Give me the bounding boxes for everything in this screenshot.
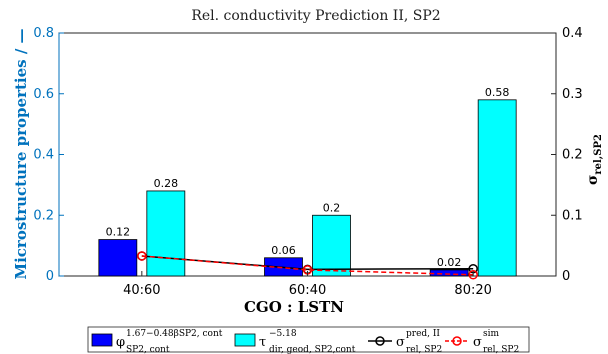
y-tick-label: 0.8 (33, 26, 54, 41)
legend-superscript: sim (483, 329, 499, 339)
y-tick-label: 0 (46, 269, 54, 284)
legend-subscript: rel, SP2 (406, 345, 442, 354)
legend: φ1.67−0.48βSP2, cont SP2, cont τ−5.18 dir, … (87, 326, 530, 354)
y2-tick-label: 0.4 (562, 26, 583, 41)
y2-axis-label-text: σrel,SP2 (585, 134, 604, 185)
legend-subscript: rel, SP2 (483, 345, 519, 354)
bar-data-label: 0.58 (485, 86, 510, 99)
y-tick-label: 0.4 (33, 148, 54, 163)
lines-layer (137, 251, 478, 280)
y2-label-symbol: σ (585, 175, 601, 185)
ticks-layer: 0 0.2 0.4 0.6 0.8 0 0.1 0.2 0.3 0.4 40:60 60:40 80:2… (33, 26, 582, 298)
bar-data-label: 0.06 (271, 244, 296, 257)
legend-symbol: φ (116, 335, 125, 350)
legend-superscript: 1.67−0.48βSP2, cont (126, 329, 223, 339)
series-line (141, 255, 474, 276)
chart-title: Rel. conductivity Prediction II, SP2 (191, 8, 440, 24)
bar-data-label: 0.12 (106, 226, 131, 239)
bar-data-label: 0.2 (323, 201, 341, 214)
legend-superscript: pred, II (406, 329, 440, 339)
y2-tick-label: 0.2 (562, 148, 583, 163)
x-tick-label: 60:40 (289, 283, 326, 298)
legend-symbol: τ (259, 335, 266, 350)
x-tick-label: 80:20 (454, 283, 491, 298)
x-tick-label: 40:60 (123, 283, 160, 298)
y2-tick-label: 0 (562, 269, 570, 284)
legend-symbol: σ (396, 335, 405, 350)
bar (477, 99, 517, 277)
bar-data-label: 0.28 (154, 177, 179, 190)
x-axis-label: CGO : LSTN (244, 298, 344, 316)
legend-marker (452, 336, 462, 346)
y-tick-label: 0.2 (33, 208, 54, 223)
legend-swatch (91, 333, 113, 347)
series-line (141, 255, 474, 271)
legend-superscript: −5.18 (269, 329, 297, 339)
legend-marker (375, 336, 385, 346)
legend-subscript: dir, geod, SP2,cont (269, 345, 356, 354)
legend-swatch (234, 333, 256, 347)
series-point (137, 251, 147, 261)
y2-tick-label: 0.1 (562, 208, 583, 223)
y2-tick-label: 0.3 (562, 87, 583, 102)
series-point (468, 270, 478, 280)
bar-data-label: 0.02 (437, 256, 462, 269)
bar (146, 190, 186, 277)
legend-symbol: σ (473, 335, 482, 350)
y2-label-subscript: rel,SP2 (593, 134, 604, 175)
legend-box (87, 326, 530, 353)
bars-layer: 0.12 0.06 0.02 0.28 0.2 0.58 (98, 86, 517, 277)
bar (312, 214, 351, 277)
y-axis-label: Microstructure properties / — (12, 28, 30, 279)
legend-subscript: SP2, cont (126, 345, 170, 354)
y-tick-label: 0.6 (33, 87, 54, 102)
bar (98, 239, 138, 277)
y2-axis-label: σrel,SP2 (585, 134, 604, 185)
